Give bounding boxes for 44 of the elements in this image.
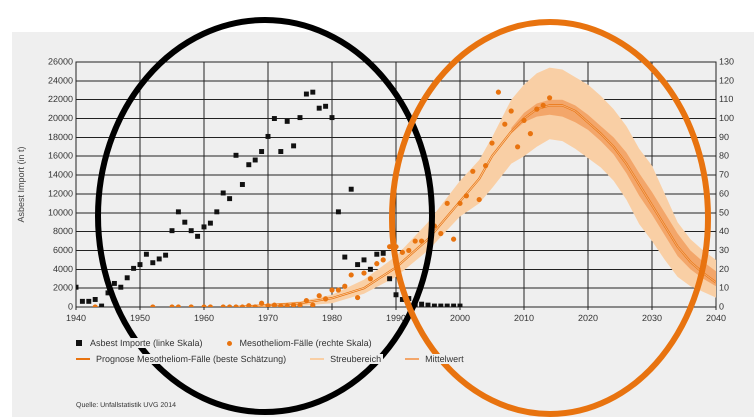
x-tick-label: 2010 bbox=[514, 312, 534, 323]
legend-label: Prognose Mesotheliom-Fälle (beste Schätzung) bbox=[96, 354, 286, 364]
y-tick-label: 20000 bbox=[48, 113, 73, 124]
x-tick-label: 1940 bbox=[66, 312, 86, 323]
y-tick-label: 0 bbox=[68, 301, 73, 312]
y2-tick-label: 110 bbox=[719, 94, 734, 104]
y2-tick-label: 50 bbox=[719, 207, 730, 218]
y2-tick-label: 0 bbox=[719, 301, 724, 312]
x-tick-label: 2020 bbox=[578, 312, 598, 323]
legend-label: Mittelwert bbox=[425, 354, 464, 364]
y2-tick-label: 10 bbox=[719, 282, 730, 293]
x-tick-label: 1950 bbox=[130, 312, 150, 323]
y-tick-label: 4000 bbox=[52, 264, 73, 274]
y-tick-label: 24000 bbox=[48, 75, 73, 86]
y-axis-title: Asbest Import (in t) bbox=[16, 146, 26, 223]
y2-tick-label: 120 bbox=[719, 75, 734, 86]
y-tick-label: 22000 bbox=[48, 94, 73, 104]
x-tick-label: 1970 bbox=[258, 312, 278, 323]
y-tick-label: 14000 bbox=[48, 170, 73, 180]
y-tick-label: 18000 bbox=[48, 132, 73, 142]
y2-tick-label: 40 bbox=[719, 226, 730, 236]
y-tick-label: 2000 bbox=[52, 282, 73, 293]
y-tick-label: 16000 bbox=[48, 150, 73, 161]
y2-tick-label: 20 bbox=[719, 264, 730, 274]
y2-tick-label: 90 bbox=[719, 132, 730, 142]
legend-label: Streubereich bbox=[330, 354, 382, 364]
y2-tick-label: 30 bbox=[719, 244, 730, 255]
x-tick-label: 2000 bbox=[450, 312, 470, 323]
y2-tick-label: 100 bbox=[719, 113, 734, 124]
legend-label: Asbest Importe (linke Skala) bbox=[90, 338, 203, 348]
y2-tick-label: 130 bbox=[719, 56, 734, 66]
y2-tick-label: 80 bbox=[719, 150, 730, 161]
y-tick-label: 8000 bbox=[52, 226, 73, 236]
x-tick-label: 2040 bbox=[706, 312, 726, 323]
y-tick-label: 12000 bbox=[48, 188, 73, 198]
y-tick-label: 26000 bbox=[48, 56, 73, 66]
x-tick-label: 1980 bbox=[322, 312, 342, 323]
x-tick-label: 2030 bbox=[642, 312, 662, 323]
y-tick-label: 6000 bbox=[52, 244, 73, 255]
y2-tick-label: 70 bbox=[719, 170, 730, 180]
x-tick-label: 1960 bbox=[194, 312, 214, 323]
y2-tick-label: 60 bbox=[719, 188, 730, 198]
y-tick-label: 10000 bbox=[48, 207, 73, 218]
legend-label: Mesotheliom-Fälle (rechte Skala) bbox=[240, 338, 372, 348]
